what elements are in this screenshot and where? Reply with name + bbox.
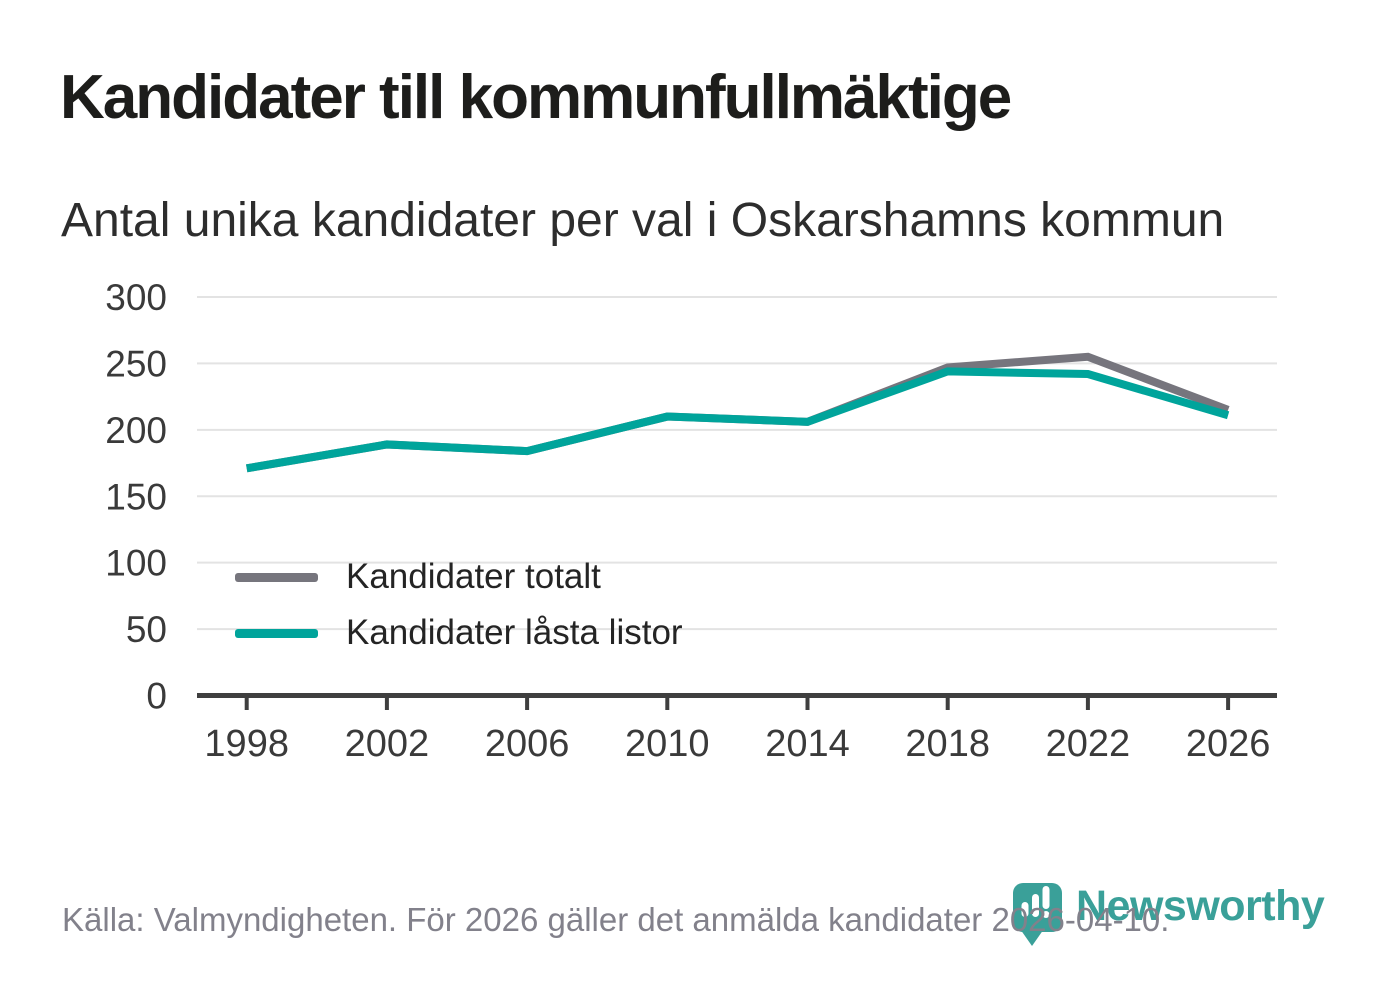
legend-label-locked-lists: Kandidater låsta listor xyxy=(346,613,683,652)
source-note: Källa: Valmyndigheten. För 2026 gäller d… xyxy=(62,901,1170,938)
x-axis-tick-label: 2006 xyxy=(485,723,570,765)
legend-item-total: Kandidater totalt xyxy=(235,553,601,601)
x-axis-tick-label: 2010 xyxy=(625,723,710,765)
x-axis-tick-label: 2002 xyxy=(345,723,430,765)
x-axis-tick-label: 2022 xyxy=(1046,723,1131,765)
chart-subtitle: Antal unika kandidater per val i Oskarsh… xyxy=(61,194,1225,247)
series-line-locked-lists xyxy=(246,367,1230,473)
legend-swatch-total xyxy=(235,572,318,582)
legend-item-locked-lists: Kandidater låsta listor xyxy=(235,609,683,657)
y-axis-tick-label: 0 xyxy=(146,676,167,717)
legend-swatch-locked-lists xyxy=(235,628,318,638)
y-axis-tick-label: 50 xyxy=(126,609,167,650)
y-axis-tick-label: 250 xyxy=(105,343,167,384)
y-axis-tick-label: 100 xyxy=(105,543,167,584)
x-axis-tick-label: 2018 xyxy=(905,723,990,765)
x-axis-tick-label: 2026 xyxy=(1186,723,1271,765)
newsworthy-wordmark: Newsworthy xyxy=(1076,882,1325,930)
x-axis-tick-label: 1998 xyxy=(204,723,289,765)
y-axis-tick-label: 150 xyxy=(105,476,167,517)
legend-label-total: Kandidater totalt xyxy=(346,557,601,596)
y-axis-tick-label: 200 xyxy=(105,410,167,451)
newsworthy-chart-pin-icon xyxy=(1013,883,1062,946)
newsworthy-logo: Newsworthy xyxy=(1006,874,1336,958)
y-axis-tick-label: 300 xyxy=(105,277,167,318)
x-axis-tick-label: 2014 xyxy=(765,723,850,765)
chart-title: Kandidater till kommunfullmäktige xyxy=(60,63,1012,132)
